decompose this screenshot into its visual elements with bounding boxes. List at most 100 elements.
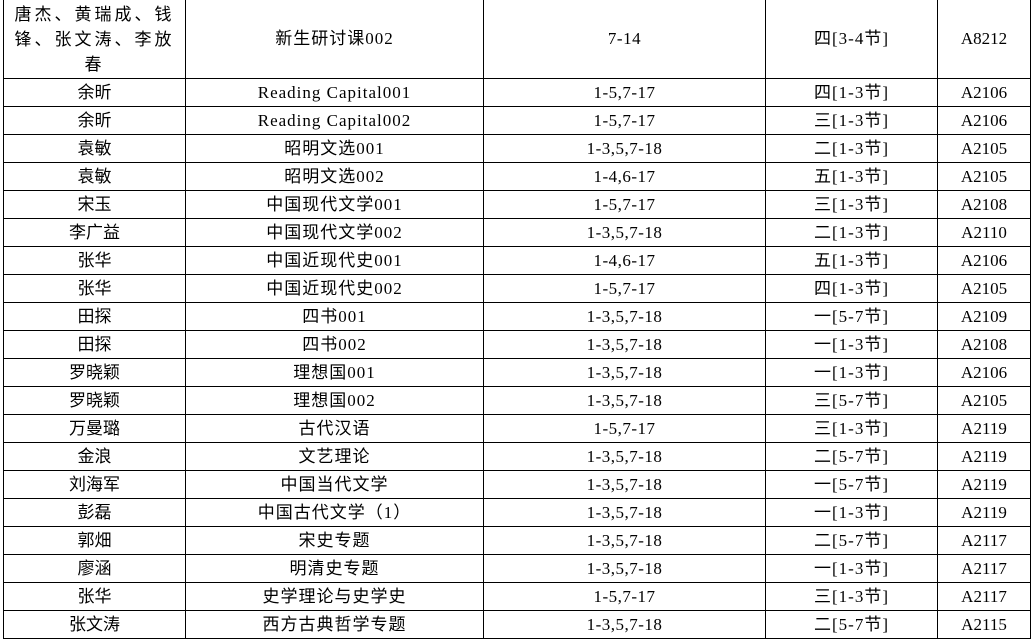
course-cell: Reading Capital002 [185, 106, 484, 135]
room-cell: A2108 [937, 190, 1031, 219]
weeks-cell: 1-5,7-17 [483, 582, 766, 611]
time-cell: 一[5-7节] [765, 302, 938, 331]
table-row: 罗晓颖 理想国002 1-3,5,7-18 三[5-7节] A2105 [3, 386, 1031, 415]
time-cell: 五[1-3节] [765, 162, 938, 191]
weeks-cell: 7-14 [483, 0, 766, 79]
teacher-cell: 金浪 [3, 442, 186, 471]
weeks-cell: 1-5,7-17 [483, 414, 766, 443]
course-cell: 中国近现代史002 [185, 274, 484, 303]
time-cell: 一[5-7节] [765, 470, 938, 499]
weeks-cell: 1-5,7-17 [483, 274, 766, 303]
room-cell: A2106 [937, 358, 1031, 387]
table-row: 彭磊 中国古代文学（1） 1-3,5,7-18 一[1-3节] A2119 [3, 498, 1031, 527]
teacher-cell: 李广益 [3, 218, 186, 247]
time-cell: 一[1-3节] [765, 358, 938, 387]
table-row: 刘海军 中国当代文学 1-3,5,7-18 一[5-7节] A2119 [3, 470, 1031, 499]
table-row: 袁敏 昭明文选002 1-4,6-17 五[1-3节] A2105 [3, 162, 1031, 191]
weeks-cell: 1-3,5,7-18 [483, 218, 766, 247]
time-cell: 三[1-3节] [765, 106, 938, 135]
table-row: 余昕 Reading Capital001 1-5,7-17 四[1-3节] A2106 [3, 78, 1031, 107]
teacher-cell: 罗晓颖 [3, 358, 186, 387]
room-cell: A2105 [937, 162, 1031, 191]
course-cell: 中国近现代史001 [185, 246, 484, 275]
course-cell: 中国现代文学001 [185, 190, 484, 219]
time-cell: 二[5-7节] [765, 526, 938, 555]
course-cell: 新生研讨课002 [185, 0, 484, 79]
time-cell: 一[1-3节] [765, 554, 938, 583]
table-row: 张华 史学理论与史学史 1-5,7-17 三[1-3节] A2117 [3, 582, 1031, 611]
table-row: 李广益 中国现代文学002 1-3,5,7-18 二[1-3节] A2110 [3, 218, 1031, 247]
room-cell: A2106 [937, 246, 1031, 275]
teacher-cell: 余昕 [3, 106, 186, 135]
time-cell: 四[3-4节] [765, 0, 938, 79]
course-cell: 昭明文选002 [185, 162, 484, 191]
room-cell: A2119 [937, 498, 1031, 527]
course-cell: 理想国002 [185, 386, 484, 415]
room-cell: A2109 [937, 302, 1031, 331]
room-cell: A2117 [937, 554, 1031, 583]
room-cell: A2117 [937, 526, 1031, 555]
teacher-cell: 袁敏 [3, 162, 186, 191]
teacher-cell: 宋玉 [3, 190, 186, 219]
time-cell: 一[1-3节] [765, 498, 938, 527]
course-schedule-table: 唐杰、黄瑞成、钱锋、张文涛、李放春 新生研讨课002 7-14 四[3-4节] A821… [3, 0, 1031, 639]
room-cell: A2105 [937, 386, 1031, 415]
weeks-cell: 1-3,5,7-18 [483, 442, 766, 471]
time-cell: 一[1-3节] [765, 330, 938, 359]
teacher-cell: 张华 [3, 246, 186, 275]
course-cell: 中国现代文学002 [185, 218, 484, 247]
course-cell: 文艺理论 [185, 442, 484, 471]
table-row: 余昕 Reading Capital002 1-5,7-17 三[1-3节] A2106 [3, 106, 1031, 135]
course-cell: 古代汉语 [185, 414, 484, 443]
weeks-cell: 1-3,5,7-18 [483, 386, 766, 415]
teacher-cell: 张华 [3, 274, 186, 303]
teacher-cell: 廖涵 [3, 554, 186, 583]
course-cell: 明清史专题 [185, 554, 484, 583]
weeks-cell: 1-5,7-17 [483, 190, 766, 219]
weeks-cell: 1-3,5,7-18 [483, 358, 766, 387]
time-cell: 二[5-7节] [765, 442, 938, 471]
time-cell: 三[1-3节] [765, 190, 938, 219]
weeks-cell: 1-5,7-17 [483, 106, 766, 135]
table-row: 罗晓颖 理想国001 1-3,5,7-18 一[1-3节] A2106 [3, 358, 1031, 387]
teacher-cell: 田探 [3, 302, 186, 331]
time-cell: 三[1-3节] [765, 414, 938, 443]
table-row: 张文涛 西方古典哲学专题 1-3,5,7-18 二[5-7节] A2115 [3, 610, 1031, 639]
weeks-cell: 1-3,5,7-18 [483, 302, 766, 331]
course-cell: 宋史专题 [185, 526, 484, 555]
weeks-cell: 1-4,6-17 [483, 162, 766, 191]
course-cell: 西方古典哲学专题 [185, 610, 484, 639]
teacher-cell: 彭磊 [3, 498, 186, 527]
room-cell: A2115 [937, 610, 1031, 639]
course-cell: 理想国001 [185, 358, 484, 387]
time-cell: 四[1-3节] [765, 78, 938, 107]
table-row: 张华 中国近现代史001 1-4,6-17 五[1-3节] A2106 [3, 246, 1031, 275]
course-cell: 中国古代文学（1） [185, 498, 484, 527]
weeks-cell: 1-3,5,7-18 [483, 554, 766, 583]
time-cell: 三[5-7节] [765, 386, 938, 415]
teacher-cell: 郭畑 [3, 526, 186, 555]
weeks-cell: 1-4,6-17 [483, 246, 766, 275]
time-cell: 二[1-3节] [765, 134, 938, 163]
table-row: 金浪 文艺理论 1-3,5,7-18 二[5-7节] A2119 [3, 442, 1031, 471]
course-cell: 史学理论与史学史 [185, 582, 484, 611]
room-cell: A2105 [937, 274, 1031, 303]
teacher-cell: 张文涛 [3, 610, 186, 639]
time-cell: 二[5-7节] [765, 610, 938, 639]
course-cell: 中国当代文学 [185, 470, 484, 499]
teacher-cell: 罗晓颖 [3, 386, 186, 415]
course-cell: 四书001 [185, 302, 484, 331]
course-cell: 四书002 [185, 330, 484, 359]
table-row: 田探 四书001 1-3,5,7-18 一[5-7节] A2109 [3, 302, 1031, 331]
time-cell: 三[1-3节] [765, 582, 938, 611]
table-row: 郭畑 宋史专题 1-3,5,7-18 二[5-7节] A2117 [3, 526, 1031, 555]
room-cell: A2105 [937, 134, 1031, 163]
teacher-cell: 张华 [3, 582, 186, 611]
table-row: 廖涵 明清史专题 1-3,5,7-18 一[1-3节] A2117 [3, 554, 1031, 583]
table-row: 万曼璐 古代汉语 1-5,7-17 三[1-3节] A2119 [3, 414, 1031, 443]
table-row: 袁敏 昭明文选001 1-3,5,7-18 二[1-3节] A2105 [3, 134, 1031, 163]
room-cell: A2117 [937, 582, 1031, 611]
weeks-cell: 1-3,5,7-18 [483, 498, 766, 527]
teacher-cell: 万曼璐 [3, 414, 186, 443]
table-row: 田探 四书002 1-3,5,7-18 一[1-3节] A2108 [3, 330, 1031, 359]
